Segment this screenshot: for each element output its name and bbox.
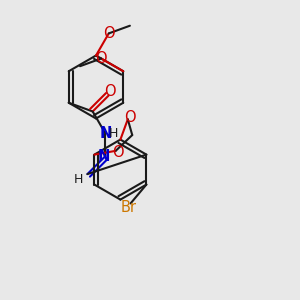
Text: O: O — [95, 51, 107, 66]
Text: H: H — [74, 173, 83, 186]
Text: N: N — [98, 148, 110, 164]
Text: O: O — [124, 110, 135, 125]
Text: O: O — [104, 85, 116, 100]
Text: H: H — [109, 127, 119, 140]
Text: O: O — [112, 145, 123, 160]
Text: Br: Br — [121, 200, 137, 214]
Text: N: N — [99, 126, 112, 141]
Text: O: O — [103, 26, 115, 41]
